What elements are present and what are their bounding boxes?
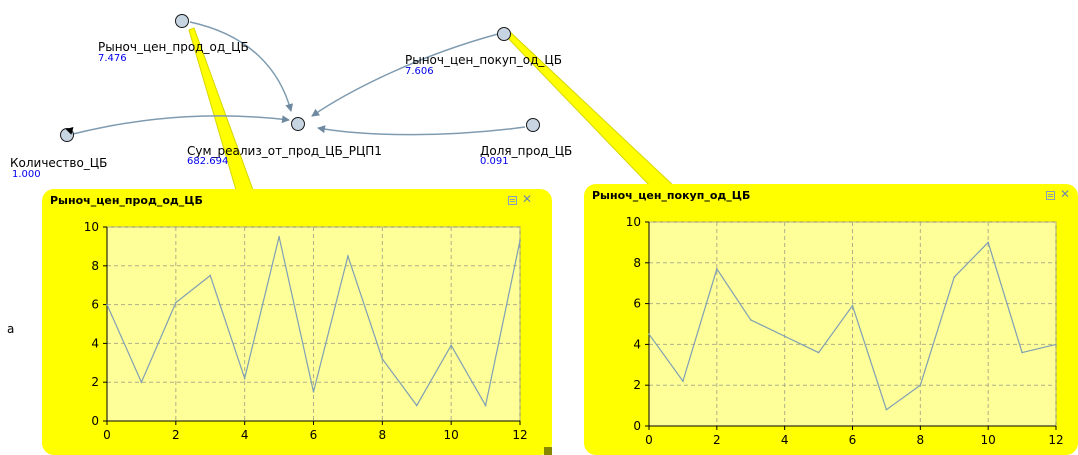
node-sum-label: Сум_реализ_от_прод_ЦБ_РЦП1 <box>187 144 382 158</box>
data-point <box>817 351 820 354</box>
node-market-buy-label: Рыноч_цен_покуп_од_ЦБ <box>405 53 562 67</box>
data-point <box>484 404 487 407</box>
x-tick-label: 8 <box>379 428 387 442</box>
node-share-value: 0.091 <box>480 156 509 167</box>
y-tick-label: 8 <box>91 259 99 273</box>
data-point <box>648 333 650 335</box>
node-quantity[interactable] <box>60 128 74 142</box>
chart-panel-market-sell[interactable]: Рыноч_цен_прод_од_ЦБ ✕ 0 2 4 6 8 10 12 0 2 4 6 8 10 <box>42 189 552 455</box>
link-buy-to-sum <box>311 33 499 117</box>
data-point <box>682 380 684 382</box>
y-tick-label: 6 <box>91 298 99 312</box>
data-point <box>106 303 108 306</box>
node-market-buy-value: 7.606 <box>405 66 434 77</box>
data-point <box>987 241 989 244</box>
resize-handle[interactable] <box>544 447 552 455</box>
y-tick-label: 4 <box>91 336 99 350</box>
data-point <box>278 235 280 238</box>
x-tick-label: 6 <box>849 433 857 447</box>
data-point <box>716 268 718 270</box>
data-point <box>312 391 315 393</box>
y-tick-label: 2 <box>91 375 99 389</box>
x-tick-label: 12 <box>1048 433 1063 447</box>
data-point <box>1021 351 1023 354</box>
node-market-sell-value: 7.476 <box>98 53 127 64</box>
x-tick-label: 2 <box>713 433 721 447</box>
data-point <box>175 301 177 304</box>
minimize-icon[interactable] <box>508 196 517 205</box>
link-sell-to-sum <box>189 21 294 112</box>
data-point <box>783 335 786 338</box>
data-point <box>519 239 521 242</box>
data-point <box>851 304 854 307</box>
data-point <box>919 384 922 386</box>
chart-panel-market-buy[interactable]: Рыноч_цен_покуп_од_ЦБ ✕ 0 2 4 6 8 10 12 0 2 4 6 8 10 <box>584 184 1078 455</box>
link-share-to-sum <box>317 125 526 136</box>
x-tick-label: 6 <box>310 428 318 442</box>
data-point <box>450 344 452 347</box>
close-icon[interactable]: ✕ <box>522 192 533 206</box>
chart-panel-title: Рыноч_цен_покуп_од_ЦБ <box>592 189 751 202</box>
data-point <box>243 377 246 380</box>
data-point <box>381 358 384 360</box>
data-point <box>209 274 212 277</box>
data-point <box>953 276 956 278</box>
y-tick-label: 10 <box>84 220 99 234</box>
close-icon[interactable]: ✕ <box>1060 187 1071 201</box>
x-tick-label: 0 <box>645 433 653 447</box>
node-sum[interactable] <box>291 117 305 131</box>
data-point <box>885 408 888 411</box>
stray-text: а <box>7 322 15 336</box>
data-point <box>1055 343 1057 346</box>
data-point <box>347 255 349 257</box>
node-quantity-value: 1.000 <box>12 169 41 180</box>
y-tick-label: 6 <box>633 297 641 311</box>
minimize-icon[interactable] <box>1046 191 1055 200</box>
x-tick-label: 10 <box>444 428 459 442</box>
node-market-sell[interactable] <box>175 14 189 28</box>
node-share[interactable] <box>526 118 540 132</box>
data-point <box>749 319 752 321</box>
node-market-sell-label: Рыноч_цен_прод_од_ЦБ <box>98 40 249 54</box>
x-tick-label: 10 <box>981 433 996 447</box>
x-tick-label: 8 <box>917 433 925 447</box>
y-tick-label: 0 <box>633 419 641 433</box>
node-market-buy[interactable] <box>497 27 511 41</box>
chart-panel-title: Рыноч_цен_прод_од_ЦБ <box>50 194 203 207</box>
x-tick-label: 0 <box>103 428 111 442</box>
x-tick-label: 4 <box>241 428 249 442</box>
node-share-label: Доля_прод_ЦБ <box>480 144 573 158</box>
node-quantity-label: Количество_ЦБ <box>10 156 108 170</box>
y-tick-label: 8 <box>633 256 641 270</box>
y-tick-label: 10 <box>626 215 641 229</box>
x-tick-label: 12 <box>512 428 527 442</box>
line-chart: 0 2 4 6 8 10 12 0 2 4 6 8 10 <box>84 220 528 442</box>
x-tick-label: 2 <box>172 428 180 442</box>
y-tick-label: 0 <box>91 414 99 428</box>
y-tick-label: 2 <box>633 378 641 392</box>
link-quantity-to-sum <box>72 115 290 135</box>
x-tick-label: 4 <box>781 433 789 447</box>
y-tick-label: 4 <box>633 337 641 351</box>
node-sum-value: 682.694 <box>187 156 229 167</box>
line-chart: 0 2 4 6 8 10 12 0 2 4 6 8 10 <box>626 215 1064 447</box>
data-point <box>140 381 143 383</box>
data-point <box>415 404 418 407</box>
